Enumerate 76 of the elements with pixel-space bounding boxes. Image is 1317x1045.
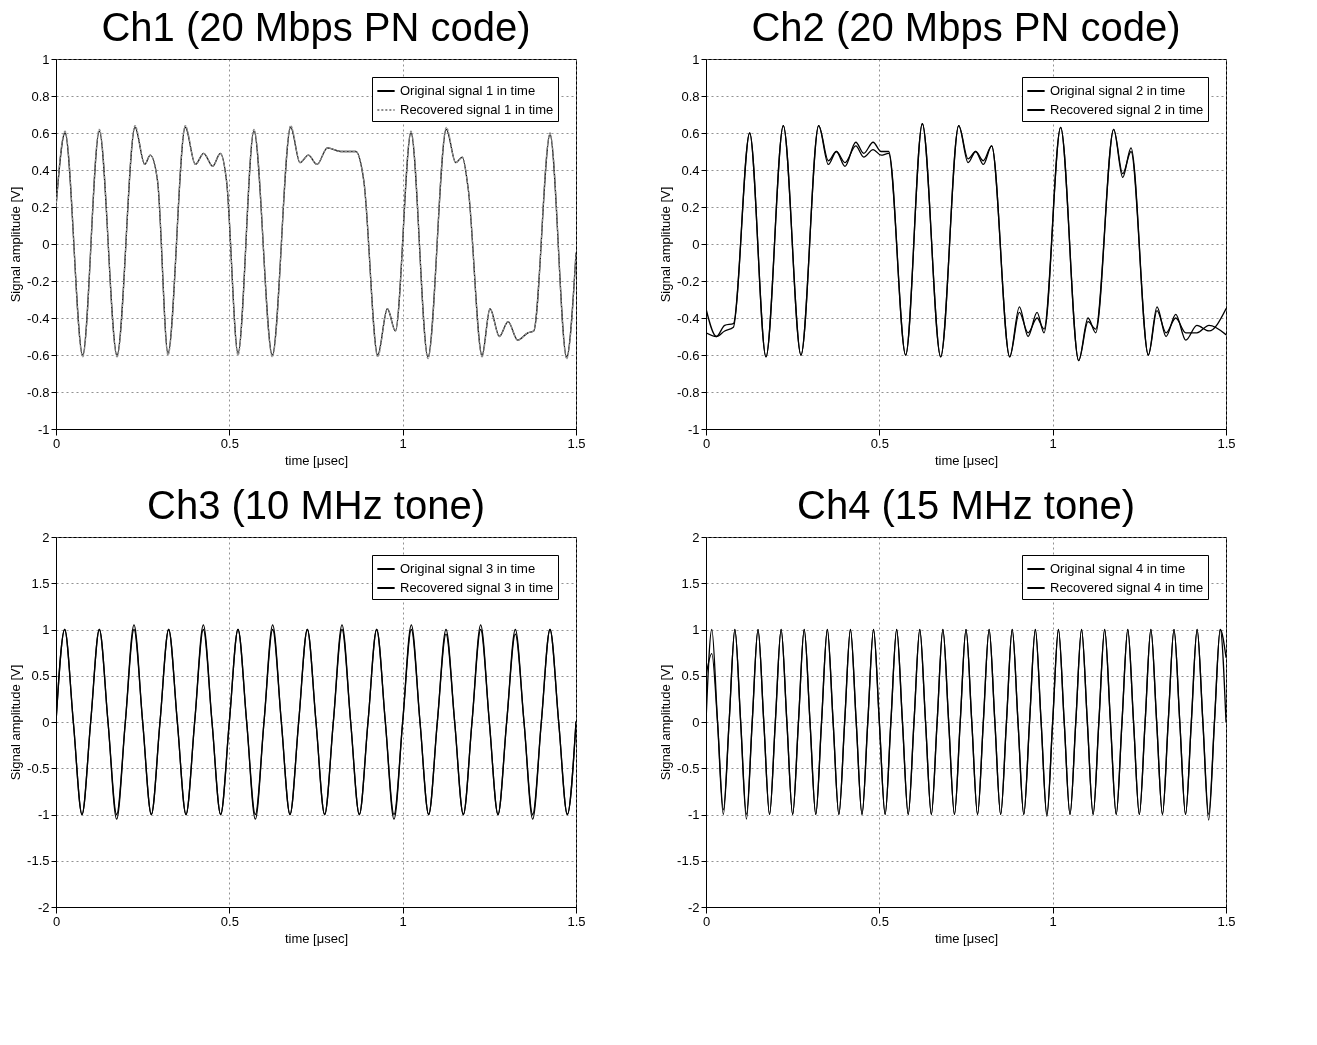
y-tick-label: -1 (37, 421, 50, 437)
y-tick-label: -0.4 (27, 310, 50, 326)
y-tick-label: 0.4 (681, 162, 700, 178)
legend-label: Recovered signal 1 in time (400, 102, 554, 117)
x-axis-title: time [μsec] (934, 452, 999, 468)
x-axis-title: time [μsec] (284, 930, 349, 946)
y-tick-label: 1 (42, 51, 50, 67)
y-tick-label: 0 (42, 236, 50, 252)
y-tick-label: 2 (692, 529, 700, 545)
x-tick-label: 1.5 (1217, 435, 1236, 451)
legend-label: Original signal 4 in time (1050, 561, 1186, 576)
x-tick-label: 0 (52, 435, 61, 451)
y-tick-label: 1 (42, 622, 50, 637)
chart-title: Ch2 (20 Mbps PN code) (751, 5, 1181, 49)
x-tick-label: 1.5 (1217, 913, 1236, 929)
x-axis-title: time [μsec] (934, 930, 999, 946)
y-tick-label: 0.2 (681, 199, 700, 215)
y-axis-title: Signal amplitude [V] (8, 664, 24, 781)
x-tick-label: 0.5 (870, 913, 889, 929)
x-tick-label: 0 (702, 913, 711, 929)
y-tick-label: 0.5 (681, 668, 700, 684)
y-tick-label: 0 (692, 236, 700, 252)
legend-label: Original signal 1 in time (400, 83, 536, 98)
y-tick-label: -0.8 (27, 384, 50, 400)
legend-label: Original signal 3 in time (400, 561, 536, 576)
legend-label: Original signal 2 in time (1050, 83, 1186, 98)
chart-title: Ch3 (10 MHz tone) (147, 483, 485, 527)
legend-label: Recovered signal 2 in time (1050, 102, 1204, 117)
x-tick-label: 1 (399, 435, 407, 451)
y-tick-label: -1.5 (27, 853, 50, 869)
x-tick-label: 0.5 (870, 435, 889, 451)
y-tick-label: 1 (692, 51, 700, 67)
y-tick-label: 0.8 (31, 88, 50, 104)
y-tick-label: 0.2 (31, 199, 50, 215)
x-tick-label: 0 (702, 435, 711, 451)
y-tick-label: -0.5 (677, 760, 700, 776)
y-tick-label: -0.5 (27, 760, 50, 776)
y-tick-label: -1.5 (677, 853, 700, 869)
y-tick-label: 1 (692, 622, 700, 637)
y-tick-label: 0.8 (681, 88, 700, 104)
y-tick-label: -0.2 (27, 273, 50, 289)
y-tick-label: -2 (687, 899, 700, 915)
x-tick-label: 1 (399, 913, 407, 929)
y-tick-label: -2 (37, 899, 50, 915)
y-tick-label: 1.5 (31, 575, 50, 591)
y-tick-label: 0 (692, 714, 700, 730)
y-tick-label: 0.4 (31, 162, 50, 178)
x-tick-label: 1.5 (567, 435, 586, 451)
y-tick-label: 2 (42, 529, 50, 545)
y-tick-label: -0.6 (677, 347, 700, 363)
y-tick-label: -0.4 (677, 310, 700, 326)
y-axis-title: Signal amplitude [V] (8, 186, 24, 303)
y-tick-label: 1.5 (681, 575, 700, 591)
x-tick-label: 1.5 (567, 913, 586, 929)
y-tick-label: -0.8 (677, 384, 700, 400)
chart-title: Ch1 (20 Mbps PN code) (101, 5, 531, 49)
y-tick-label: -1 (687, 807, 700, 822)
x-tick-label: 1 (1049, 435, 1057, 451)
y-axis-title: Signal amplitude [V] (658, 664, 674, 781)
x-axis-title: time [μsec] (284, 452, 349, 468)
x-tick-label: 0.5 (220, 435, 239, 451)
y-tick-label: 0.6 (31, 125, 50, 141)
x-tick-label: 1 (1049, 913, 1057, 929)
chart-title: Ch4 (15 MHz tone) (797, 483, 1135, 527)
y-tick-label: -1 (687, 421, 700, 437)
y-tick-label: 0.6 (681, 125, 700, 141)
x-tick-label: 0 (52, 913, 61, 929)
y-tick-label: -0.6 (27, 347, 50, 363)
y-tick-label: -1 (37, 807, 50, 822)
y-tick-label: 0.5 (31, 668, 50, 684)
legend-label: Recovered signal 4 in time (1050, 580, 1204, 595)
y-tick-label: -0.2 (677, 273, 700, 289)
y-axis-title: Signal amplitude [V] (658, 186, 674, 303)
y-tick-label: 0 (42, 714, 50, 730)
x-tick-label: 0.5 (220, 913, 239, 929)
legend-label: Recovered signal 3 in time (400, 580, 554, 595)
